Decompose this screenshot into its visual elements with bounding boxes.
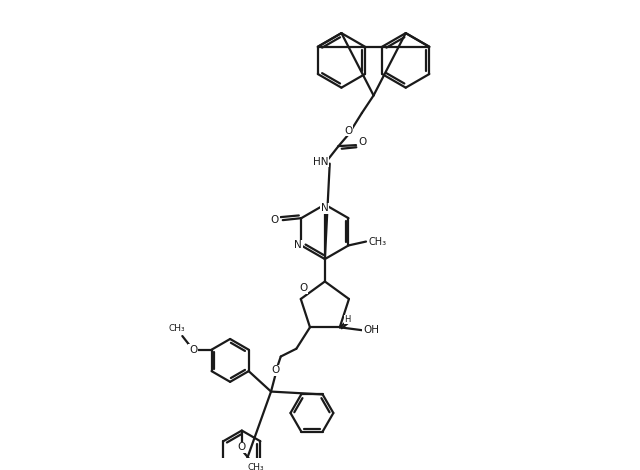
Text: O: O [299,283,307,293]
Text: OH: OH [363,325,379,335]
Text: CH₃: CH₃ [168,324,185,333]
Text: H: H [344,315,351,324]
Text: O: O [344,125,353,135]
Text: O: O [271,215,279,225]
Text: N: N [294,241,302,251]
Text: O: O [237,442,246,452]
Text: HN: HN [313,157,329,167]
Text: CH₃: CH₃ [247,463,264,470]
Text: O: O [272,365,280,375]
Text: O: O [189,345,197,355]
Text: N: N [321,204,329,213]
Text: CH₃: CH₃ [369,236,387,247]
Text: O: O [359,137,367,147]
